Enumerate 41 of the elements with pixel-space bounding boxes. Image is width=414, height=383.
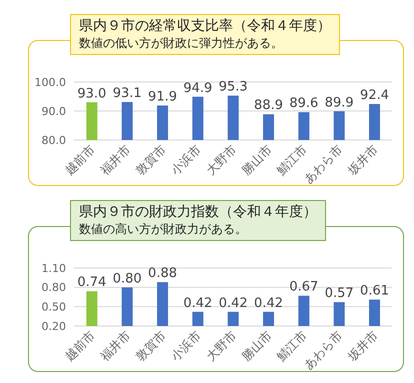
x-tick-label: 福井市 <box>98 142 134 178</box>
data-label: 0.42 <box>254 296 284 311</box>
x-tick-label: 勝山市 <box>239 328 274 364</box>
y-tick-label: 80.0 <box>42 134 66 147</box>
data-label: 88.9 <box>254 98 284 114</box>
data-label: 0.74 <box>77 275 106 290</box>
x-tick-label: 福井市 <box>98 328 134 364</box>
x-tick-label: 坂井市 <box>344 142 380 178</box>
x-tick-label: 大野市 <box>204 142 240 178</box>
y-tick-label: 0.20 <box>42 320 66 333</box>
chart-subtitle: 数値の高い方が財政力がある。 <box>79 221 248 238</box>
y-tick-label: 100.0 <box>34 76 66 89</box>
data-label: 0.80 <box>112 271 142 286</box>
x-tick-label: 大野市 <box>204 328 240 364</box>
data-label: 89.6 <box>289 96 318 112</box>
x-tick-label: 小浜市 <box>168 328 204 364</box>
data-label: 93.0 <box>77 86 106 102</box>
x-tick-label: 坂井市 <box>344 328 380 364</box>
x-tick-label: 敦賀市 <box>133 142 168 178</box>
x-tick-label: 勝山市 <box>239 142 274 178</box>
data-label: 0.67 <box>289 280 318 295</box>
data-label: 92.4 <box>360 88 390 104</box>
data-label: 0.42 <box>183 296 212 311</box>
x-tick-label: 敦賀市 <box>133 328 168 364</box>
data-label: 94.9 <box>183 80 212 96</box>
data-label: 0.61 <box>360 284 390 299</box>
chart-subtitle: 数値の低い方が財政に弾力性がある。 <box>79 35 284 52</box>
data-label: 0.88 <box>148 266 178 282</box>
data-label: 95.3 <box>218 80 248 95</box>
data-label: 93.1 <box>112 86 142 102</box>
chart-title: 県内９市の財政力指数（令和４年度） <box>79 203 317 221</box>
chart-title: 県内９市の経常収支比率（令和４年度） <box>79 17 331 35</box>
data-label: 89.9 <box>324 95 354 110</box>
y-tick-label: 90.0 <box>42 104 66 118</box>
x-tick-label: 小浜市 <box>168 142 204 178</box>
data-label: 0.57 <box>324 286 354 302</box>
y-tick-label: 0.50 <box>42 300 66 314</box>
y-tick-label: 1.10 <box>42 262 66 275</box>
data-label: 0.42 <box>218 296 248 311</box>
data-label: 91.9 <box>148 89 178 104</box>
y-tick-label: 0.80 <box>42 281 66 294</box>
